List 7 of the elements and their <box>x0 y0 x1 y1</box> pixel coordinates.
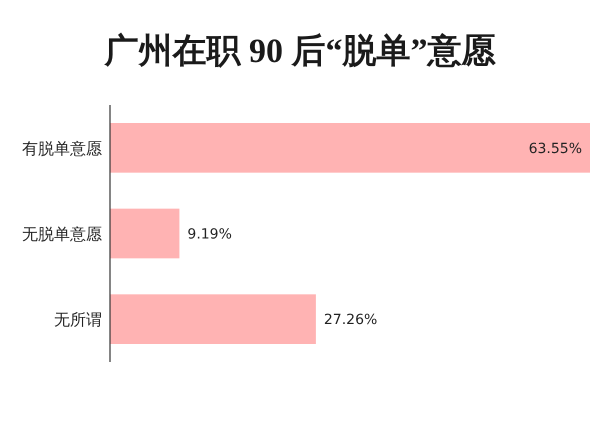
data-label: 9.19% <box>187 226 232 242</box>
chart-title: 广州在职 90 后“脱单”意愿 <box>104 32 496 70</box>
data-label: 63.55% <box>528 140 582 157</box>
y-tick-label: 无脱单意愿 <box>22 224 102 244</box>
y-tick-label: 有脱单意愿 <box>22 138 102 158</box>
y-tick-label: 无所谓 <box>54 310 102 330</box>
data-label: 27.26% <box>324 312 378 328</box>
